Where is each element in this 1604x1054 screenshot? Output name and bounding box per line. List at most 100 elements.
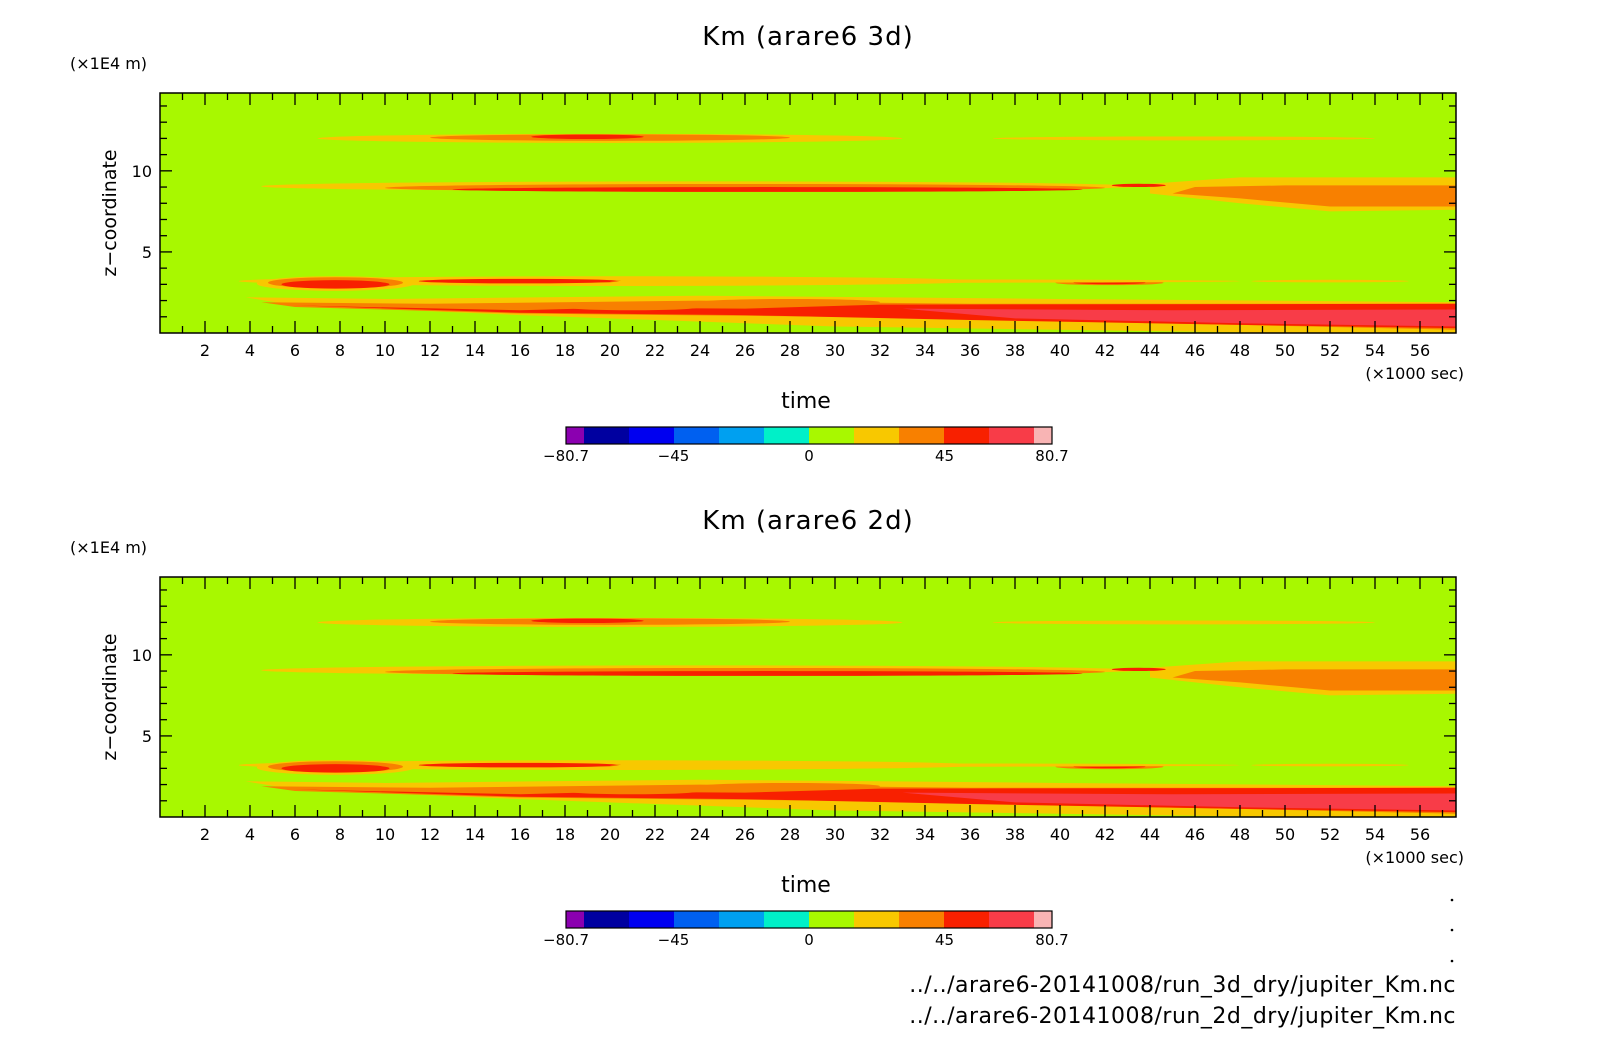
colorbar-swatch xyxy=(566,427,584,444)
colorbar-label: −45 xyxy=(658,447,690,465)
colorbar-swatch xyxy=(629,427,674,444)
colorbar-swatch xyxy=(899,427,944,444)
chart-panel-3d: Km (arare6 3d) (×1E4 m) 2 4 6 8 10 12 14 16 18 20… xyxy=(70,22,1464,465)
x-tick-label: 40 xyxy=(1050,341,1070,360)
file-path-3d: ../../arare6-20141008/run_3d_dry/jupiter… xyxy=(909,973,1456,998)
x-tick-label: 42 xyxy=(1095,341,1115,360)
contour-band-bottom xyxy=(902,308,1456,327)
colorbar-swatch xyxy=(719,911,764,928)
y-unit-label: (×1E4 m) xyxy=(70,54,147,73)
contour-band-low xyxy=(610,763,1240,767)
contour-band-bottom xyxy=(295,303,1456,329)
contour-band-bottom xyxy=(565,787,700,795)
colorbar-swatch xyxy=(809,911,854,928)
contour-band-mid xyxy=(1111,667,1166,672)
colorbar-swatch xyxy=(989,427,1034,444)
axis-ticks: 2 4 6 8 10 12 14 16 18 20 22 24 26 28 30 32 34 36 38 40 42 44… xyxy=(132,577,1456,844)
x-tick-label: 16 xyxy=(510,825,530,844)
y-tick-label: 5 xyxy=(142,243,152,262)
x-tick-label: 18 xyxy=(555,825,575,844)
x-tick-label: 48 xyxy=(1230,341,1250,360)
x-tick-label: 6 xyxy=(290,825,300,844)
colorbar: −80.7 −45 0 45 80.7 xyxy=(543,910,1069,949)
colorbar-swatch xyxy=(674,427,719,444)
x-tick-label: 32 xyxy=(870,825,890,844)
x-tick-label: 44 xyxy=(1140,341,1160,360)
contour-band-mid xyxy=(452,671,1083,676)
x-tick-label: 22 xyxy=(645,341,665,360)
x-tick-label: 28 xyxy=(780,825,800,844)
x-tick-label: 34 xyxy=(915,341,935,360)
x-tick-label: 56 xyxy=(1410,825,1430,844)
y-tick-label: 10 xyxy=(132,162,152,181)
contour-band-bottom xyxy=(902,792,1456,811)
x-tick-label: 40 xyxy=(1050,825,1070,844)
x-tick-label: 34 xyxy=(915,825,935,844)
x-tick-label: 52 xyxy=(1320,825,1340,844)
contour-band-mid-plume xyxy=(1172,185,1456,207)
x-tick-label: 16 xyxy=(510,341,530,360)
colorbar-frame xyxy=(565,426,1053,445)
x-tick-label: 36 xyxy=(960,825,980,844)
colorbar-label: 45 xyxy=(935,931,954,949)
x-tick-label: 26 xyxy=(735,825,755,844)
contour-bands xyxy=(238,133,1456,333)
colorbar-label: 0 xyxy=(804,447,814,465)
x-tick-label: 12 xyxy=(420,341,440,360)
contour-band-low xyxy=(418,278,622,284)
x-unit-label: (×1000 sec) xyxy=(1365,364,1464,383)
x-tick-label: 22 xyxy=(645,825,665,844)
plot-frame xyxy=(159,92,1457,334)
colorbar-swatch xyxy=(944,911,989,928)
colorbar-label: −80.7 xyxy=(543,447,589,465)
x-tick-label: 38 xyxy=(1005,341,1025,360)
colorbar-swatch xyxy=(584,427,629,444)
colorbar-label: 45 xyxy=(935,447,954,465)
colorbar-swatch xyxy=(764,911,809,928)
chart-title: Km (arare6 3d) xyxy=(702,22,913,52)
chart-panel-2d: Km (arare6 2d) (×1E4 m) 2 4 6 8 10 12 14 16 18 20… xyxy=(70,506,1464,949)
x-tick-label: 28 xyxy=(780,341,800,360)
colorbar-swatch xyxy=(809,427,854,444)
x-tick-label: 8 xyxy=(335,341,345,360)
file-path-2d: ../../arare6-20141008/run_2d_dry/jupiter… xyxy=(909,1004,1456,1029)
colorbar-swatch xyxy=(989,911,1034,928)
x-tick-label: 2 xyxy=(200,341,210,360)
dot-marker xyxy=(1450,928,1454,932)
colorbar-swatch xyxy=(944,427,989,444)
x-tick-label: 6 xyxy=(290,341,300,360)
x-tick-label: 26 xyxy=(735,341,755,360)
x-tick-label: 30 xyxy=(825,341,845,360)
x-tick-label: 32 xyxy=(870,341,890,360)
colorbar-swatch xyxy=(566,911,584,928)
x-tick-label: 52 xyxy=(1320,341,1340,360)
x-tick-label: 14 xyxy=(465,825,485,844)
x-tick-label: 44 xyxy=(1140,825,1160,844)
contour-band-bottom xyxy=(565,303,700,311)
contour-band-low xyxy=(1251,279,1409,283)
x-tick-label: 20 xyxy=(600,341,620,360)
colorbar-frame xyxy=(565,910,1053,929)
colorbar-swatch xyxy=(764,427,809,444)
colorbar-swatch xyxy=(674,911,719,928)
x-tick-label: 56 xyxy=(1410,341,1430,360)
contour-band-low xyxy=(1251,763,1409,767)
x-tick-label: 48 xyxy=(1230,825,1250,844)
y-tick-label: 10 xyxy=(132,646,152,665)
x-tick-label: 50 xyxy=(1275,341,1295,360)
contour-band-low xyxy=(281,764,390,773)
x-tick-label: 4 xyxy=(245,825,255,844)
contour-band-low xyxy=(281,280,390,289)
contour-band-bottom xyxy=(700,298,880,306)
x-tick-label: 12 xyxy=(420,825,440,844)
contour-band-bottom xyxy=(700,782,880,790)
x-tick-label: 4 xyxy=(245,341,255,360)
x-unit-label: (×1000 sec) xyxy=(1365,848,1464,867)
x-tick-label: 24 xyxy=(690,825,710,844)
contour-band-low xyxy=(610,279,1240,283)
colorbar-label: −45 xyxy=(658,931,690,949)
x-tick-label: 38 xyxy=(1005,825,1025,844)
colorbar-swatch xyxy=(854,427,899,444)
colorbar: −80.7 −45 0 45 80.7 xyxy=(543,426,1069,465)
